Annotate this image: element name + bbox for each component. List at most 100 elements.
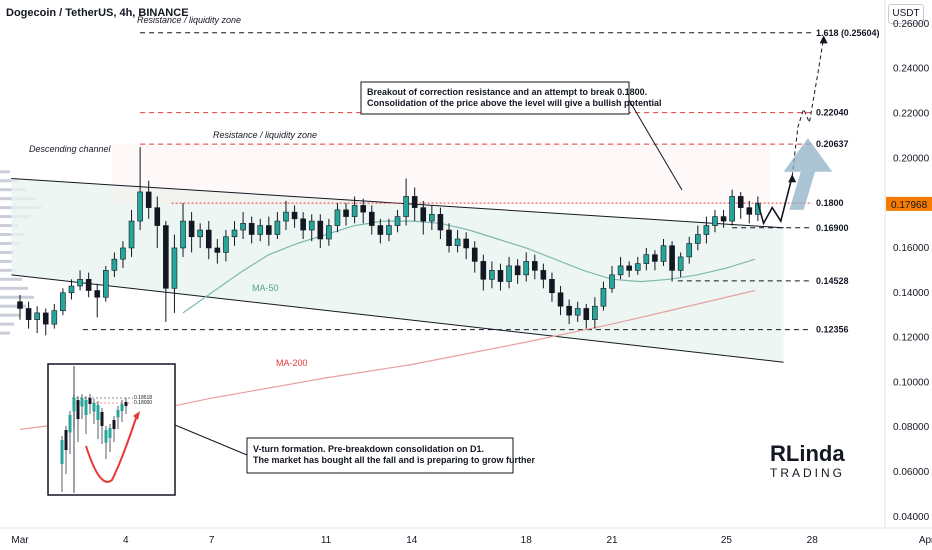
x-tick-label: 21: [606, 535, 618, 546]
candle-body: [180, 220, 186, 249]
level-label: 0.22040: [816, 108, 849, 118]
volume-profile-bar: [0, 277, 22, 281]
candle-body: [755, 202, 761, 215]
volume-profile-bar: [0, 313, 20, 317]
logo-mark: RLinda: [770, 441, 845, 466]
inset-v-curve: [85, 417, 137, 483]
candle-body: [368, 211, 375, 226]
level-label: 0.12356: [816, 325, 849, 335]
candle-body: [489, 270, 495, 280]
candle-body: [377, 225, 384, 235]
candle-body: [600, 287, 607, 307]
candle-body: [343, 209, 349, 217]
inset-level-label: 0.18518: [134, 395, 152, 401]
callout-text: The market has bought all the fall and i…: [253, 455, 536, 465]
y-tick-label: 0.10000: [893, 377, 930, 388]
candle-body: [111, 258, 118, 271]
candle-body: [334, 209, 341, 226]
candle-body: [308, 220, 315, 231]
volume-profile-bar: [0, 259, 12, 263]
callout-text: Consolidation of the price above the lev…: [367, 98, 662, 108]
candle-body: [566, 305, 572, 316]
candle-body: [17, 301, 23, 309]
volume-profile-bar: [0, 331, 10, 335]
candle-body: [514, 265, 521, 276]
inset-candle-body: [60, 440, 64, 464]
candle-body: [283, 211, 289, 222]
candle-body: [463, 238, 469, 249]
volume-profile-bar: [0, 224, 18, 228]
currency-button[interactable]: USDT: [888, 4, 924, 24]
candle-body: [497, 270, 504, 282]
candle-body: [171, 247, 178, 289]
inset-level-label: 0.18000: [134, 400, 152, 406]
candle-body: [549, 279, 555, 294]
candle-body: [42, 312, 49, 325]
inset-candle-body: [124, 402, 128, 406]
channel-lower-line: [11, 274, 784, 363]
candle-body: [677, 256, 684, 271]
candle-body: [617, 265, 624, 276]
candle-body: [94, 290, 101, 298]
inset-candle-body: [72, 398, 76, 412]
bullish-arrow: [783, 138, 833, 210]
candle-body: [446, 229, 452, 247]
candle-body: [266, 225, 272, 235]
current-price-tag: [886, 196, 932, 211]
y-tick-label: 0.12000: [893, 333, 930, 344]
projection-path: [757, 176, 793, 226]
candle-body: [652, 254, 658, 262]
candle-body: [480, 261, 487, 280]
inset-candle-body: [112, 420, 116, 429]
inset-candle-body: [96, 405, 100, 420]
candle-body: [145, 191, 152, 208]
candle-body: [214, 247, 221, 253]
candle-body: [137, 191, 143, 222]
candle-body: [429, 214, 435, 222]
volume-profile-bar: [0, 179, 18, 183]
volume-profile-bar: [0, 241, 20, 245]
zone-label: Resistance / liquidity zone: [137, 15, 241, 25]
y-tick-label: 0.06000: [893, 467, 930, 478]
volume-profile-bar: [0, 295, 34, 299]
inset-candle-body: [108, 428, 112, 438]
x-tick-label: 18: [521, 535, 533, 546]
candle-body: [720, 216, 727, 222]
candle-body: [669, 245, 675, 271]
inset-candle-body: [88, 398, 92, 404]
channel-fill: [11, 178, 784, 363]
candle-body: [729, 196, 735, 222]
candle-body: [471, 247, 478, 262]
candle-body: [60, 292, 66, 311]
level-label: 0.1800: [816, 198, 844, 208]
candle-body: [223, 236, 229, 253]
candle-body: [506, 265, 512, 282]
candle-body: [523, 261, 530, 276]
chart-title: Dogecoin / TetherUS, 4h, BINANCE: [6, 7, 189, 19]
candle-body: [25, 308, 32, 320]
y-tick-label: 0.16000: [893, 243, 930, 254]
resistance-zone-fill: [111, 144, 770, 204]
x-tick-label: 4: [123, 535, 129, 546]
candle-body: [360, 205, 367, 213]
volume-profile-bar: [0, 268, 16, 272]
inset-v-arrowhead: [133, 411, 140, 420]
projection-arrowhead: [788, 174, 797, 183]
y-tick-label: 0.04000: [893, 512, 930, 523]
candle-body: [77, 279, 83, 287]
candle-body: [634, 263, 641, 271]
candle-body: [531, 261, 538, 271]
candle-body: [120, 247, 126, 260]
ma200-label: MA-200: [276, 358, 308, 368]
candle-body: [574, 308, 581, 316]
inset-candle-body: [68, 415, 72, 433]
callout-box: [360, 81, 630, 115]
candle-body: [34, 312, 40, 320]
level-label: 1.618 (0.25604): [816, 28, 880, 38]
x-tick-label: Mar: [11, 535, 29, 546]
candle-body: [420, 207, 427, 222]
candle-body: [291, 211, 298, 220]
candle-body: [248, 223, 255, 235]
x-tick-label: 28: [807, 535, 819, 546]
